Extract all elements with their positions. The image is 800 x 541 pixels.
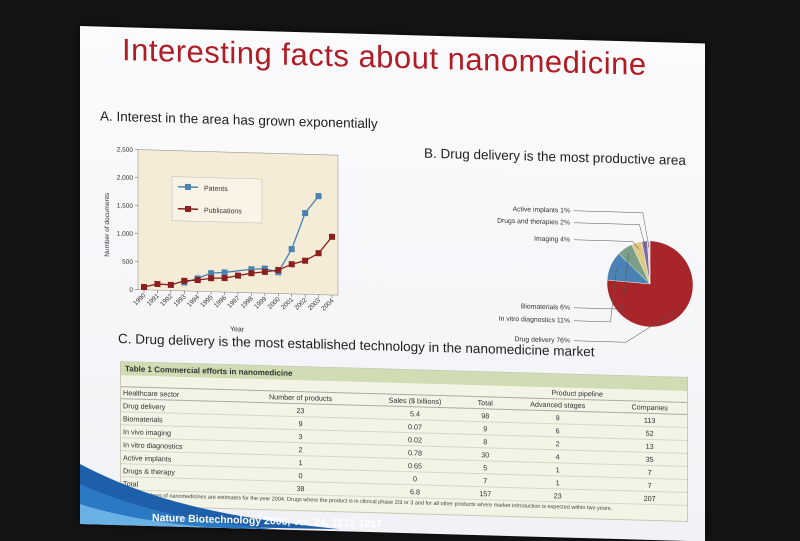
data-point-publications	[275, 267, 281, 273]
data-point-publications	[181, 278, 187, 284]
drug-delivery-pie-chart: Drug delivery 76%In vitro diagnostics 11…	[458, 177, 698, 359]
x-tick-label: 2001	[280, 296, 295, 311]
x-tick-label: 1995	[199, 294, 214, 309]
x-tick-label: 1998	[240, 295, 255, 310]
x-tick-label: 1990	[132, 292, 147, 307]
y-tick-label: 500	[122, 259, 133, 266]
pie-slice-label: Imaging 4%	[534, 236, 570, 244]
data-point-publications	[248, 270, 254, 276]
x-tick-label: 1996	[213, 294, 228, 309]
data-point-publications	[168, 282, 174, 288]
y-tick-label: 1,000	[117, 231, 134, 238]
data-point-publications	[302, 258, 308, 264]
x-tick-label: 2000	[267, 296, 282, 311]
x-tick-label: 2004	[320, 297, 335, 312]
y-tick-label: 2,500	[117, 147, 134, 154]
legend-marker-patents	[185, 184, 191, 190]
presentation-slide: Interesting facts about nanomedicine A. …	[80, 26, 705, 541]
x-tick-label: 1992	[159, 293, 174, 308]
pie-slice-label: Biomaterials 6%	[521, 303, 570, 311]
data-point-publications	[329, 234, 335, 240]
data-point-patents	[316, 193, 322, 199]
pie-slice-label: Drugs and therapies 2%	[497, 218, 570, 227]
x-tick-label: 1993	[173, 293, 188, 308]
x-tick-label: 2003	[307, 297, 322, 312]
legend-marker-publications	[185, 206, 191, 212]
y-tick-label: 1,500	[117, 203, 134, 210]
x-tick-label: 2002	[293, 296, 308, 311]
x-tick-label: 1991	[146, 292, 161, 307]
y-axis-label: Number of documents	[104, 192, 111, 257]
pie-leader-line	[574, 211, 649, 248]
x-tick-label: 1994	[186, 293, 201, 308]
slide-title: Interesting facts about nanomedicine	[122, 33, 682, 82]
data-point-publications	[289, 261, 295, 267]
data-point-publications	[235, 273, 241, 279]
section-b-heading: B. Drug delivery is the most productive …	[424, 146, 686, 168]
data-point-publications	[222, 275, 228, 281]
data-point-patents	[302, 210, 308, 216]
data-point-publications	[316, 250, 322, 256]
section-a-heading: A. Interest in the area has grown expone…	[100, 109, 378, 132]
data-point-publications	[262, 269, 268, 275]
data-point-patents	[222, 269, 228, 275]
y-tick-label: 0	[129, 287, 133, 294]
x-tick-label: 1999	[253, 295, 268, 310]
data-point-publications	[208, 275, 214, 281]
table-cell: 98	[467, 408, 502, 422]
pie-slice-label: In vitro diagnostics 11%	[499, 316, 570, 325]
legend-label-patents: Patents	[204, 185, 228, 193]
data-point-publications	[195, 277, 201, 283]
pie-slice-label: Active implants 1%	[513, 206, 570, 215]
table-header-cell: Total	[467, 396, 502, 409]
table-cell: 8	[467, 434, 502, 448]
y-tick-label: 2,000	[117, 175, 134, 182]
data-point-patents	[289, 246, 295, 252]
slide-footer-wave	[80, 444, 705, 541]
x-tick-label: 1997	[226, 295, 241, 310]
data-point-publications	[154, 281, 160, 287]
legend-label-publications: Publications	[204, 207, 242, 215]
chart-legend	[172, 177, 262, 224]
table-cell: 9	[467, 421, 502, 435]
x-axis-label: Year	[230, 326, 245, 333]
data-point-publications	[141, 284, 147, 290]
